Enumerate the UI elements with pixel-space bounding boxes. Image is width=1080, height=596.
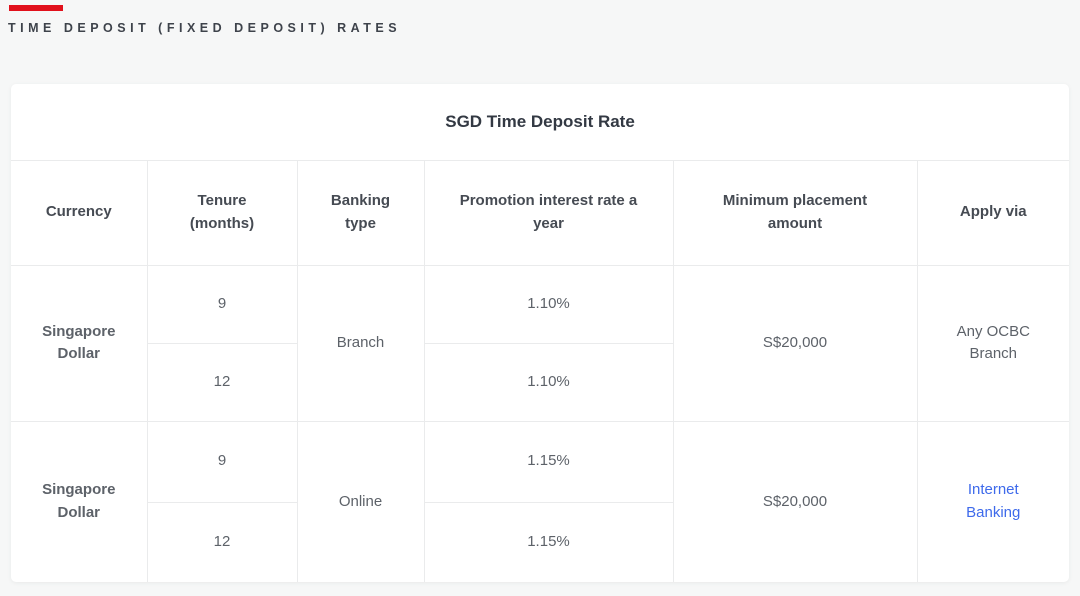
tenure-cell: 9 — [146, 420, 298, 503]
column-header-promotion-rate: Promotion interest rate a year — [423, 159, 674, 266]
table-row: Singapore Dollar 9 Branch 1.10% S$20,000… — [11, 264, 1069, 422]
rate-cell: 1.15% — [423, 420, 674, 503]
tenure-cell: 9 — [146, 264, 298, 344]
rate-cell: 1.15% — [423, 501, 674, 582]
minimum-placement-cell: S$20,000 — [672, 420, 918, 582]
tenure-cell: 12 — [146, 501, 298, 582]
minimum-placement-cell: S$20,000 — [672, 264, 918, 422]
section-accent-bar — [9, 5, 63, 11]
section-heading: TIME DEPOSIT (FIXED DEPOSIT) RATES — [8, 21, 402, 35]
column-header-banking-type: Banking type — [296, 159, 425, 266]
column-header-minimum-placement: Minimum placement amount — [672, 159, 918, 266]
table-row: Singapore Dollar 9 Online 1.15% S$20,000… — [11, 420, 1069, 582]
column-header-currency: Currency — [11, 159, 148, 266]
apply-via-cell: Internet Banking — [916, 420, 1069, 582]
table-title-row: SGD Time Deposit Rate — [11, 84, 1069, 161]
table-row: 12 1.10% — [11, 342, 1069, 422]
rates-card: SGD Time Deposit Rate Currency Tenure (m… — [11, 84, 1069, 582]
table-row: 12 1.15% — [11, 501, 1069, 582]
currency-cell: Singapore Dollar — [11, 420, 148, 582]
table-header-row: Currency Tenure (months) Banking type Pr… — [11, 159, 1069, 266]
time-deposit-rates-table: SGD Time Deposit Rate Currency Tenure (m… — [11, 84, 1069, 582]
rate-cell: 1.10% — [423, 264, 674, 344]
banking-type-cell: Branch — [296, 264, 425, 422]
apply-via-cell: Any OCBC Branch — [916, 264, 1069, 422]
table-title: SGD Time Deposit Rate — [11, 84, 1069, 161]
banking-type-cell: Online — [296, 420, 425, 582]
currency-cell: Singapore Dollar — [11, 264, 148, 422]
rate-cell: 1.10% — [423, 342, 674, 422]
column-header-apply-via: Apply via — [916, 159, 1069, 266]
column-header-tenure: Tenure (months) — [146, 159, 298, 266]
tenure-cell: 12 — [146, 342, 298, 422]
internet-banking-link[interactable]: Internet Banking — [966, 481, 1021, 521]
